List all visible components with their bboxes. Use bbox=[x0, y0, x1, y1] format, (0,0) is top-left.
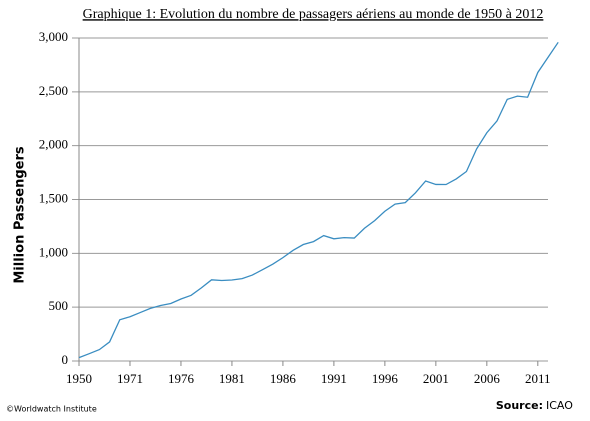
y-tick-label: 1,500 bbox=[39, 190, 68, 205]
x-tick-label: 1976 bbox=[168, 371, 195, 386]
x-tick-label: 1950 bbox=[66, 371, 92, 386]
data-line bbox=[78, 41, 559, 359]
x-tick-label: 1981 bbox=[219, 371, 245, 386]
x-tick-label: 1971 bbox=[117, 371, 143, 386]
y-tick-label: 2,000 bbox=[39, 137, 68, 152]
y-tick-label: 2,500 bbox=[39, 83, 68, 98]
y-tick-label: 3,000 bbox=[39, 29, 68, 44]
y-axis-title: Million Passengers bbox=[13, 146, 28, 284]
y-tick-label: 500 bbox=[49, 298, 69, 313]
credit: ©Worldwatch Institute bbox=[6, 405, 97, 414]
source-label: Source: bbox=[496, 399, 543, 412]
chart-title: Graphique 1: Evolution du nombre de pass… bbox=[83, 7, 544, 22]
x-tick-label: 1986 bbox=[270, 371, 297, 386]
y-tick-label: 1,000 bbox=[39, 244, 68, 259]
x-tick-label: 1996 bbox=[372, 371, 399, 386]
x-tick-label: 2011 bbox=[525, 371, 551, 386]
x-tick-label: 2001 bbox=[423, 371, 449, 386]
x-tick-label: 1991 bbox=[321, 371, 347, 386]
y-tick-label: 0 bbox=[62, 352, 69, 367]
x-tick-label: 2006 bbox=[474, 371, 501, 386]
source: ICAO bbox=[546, 399, 573, 412]
